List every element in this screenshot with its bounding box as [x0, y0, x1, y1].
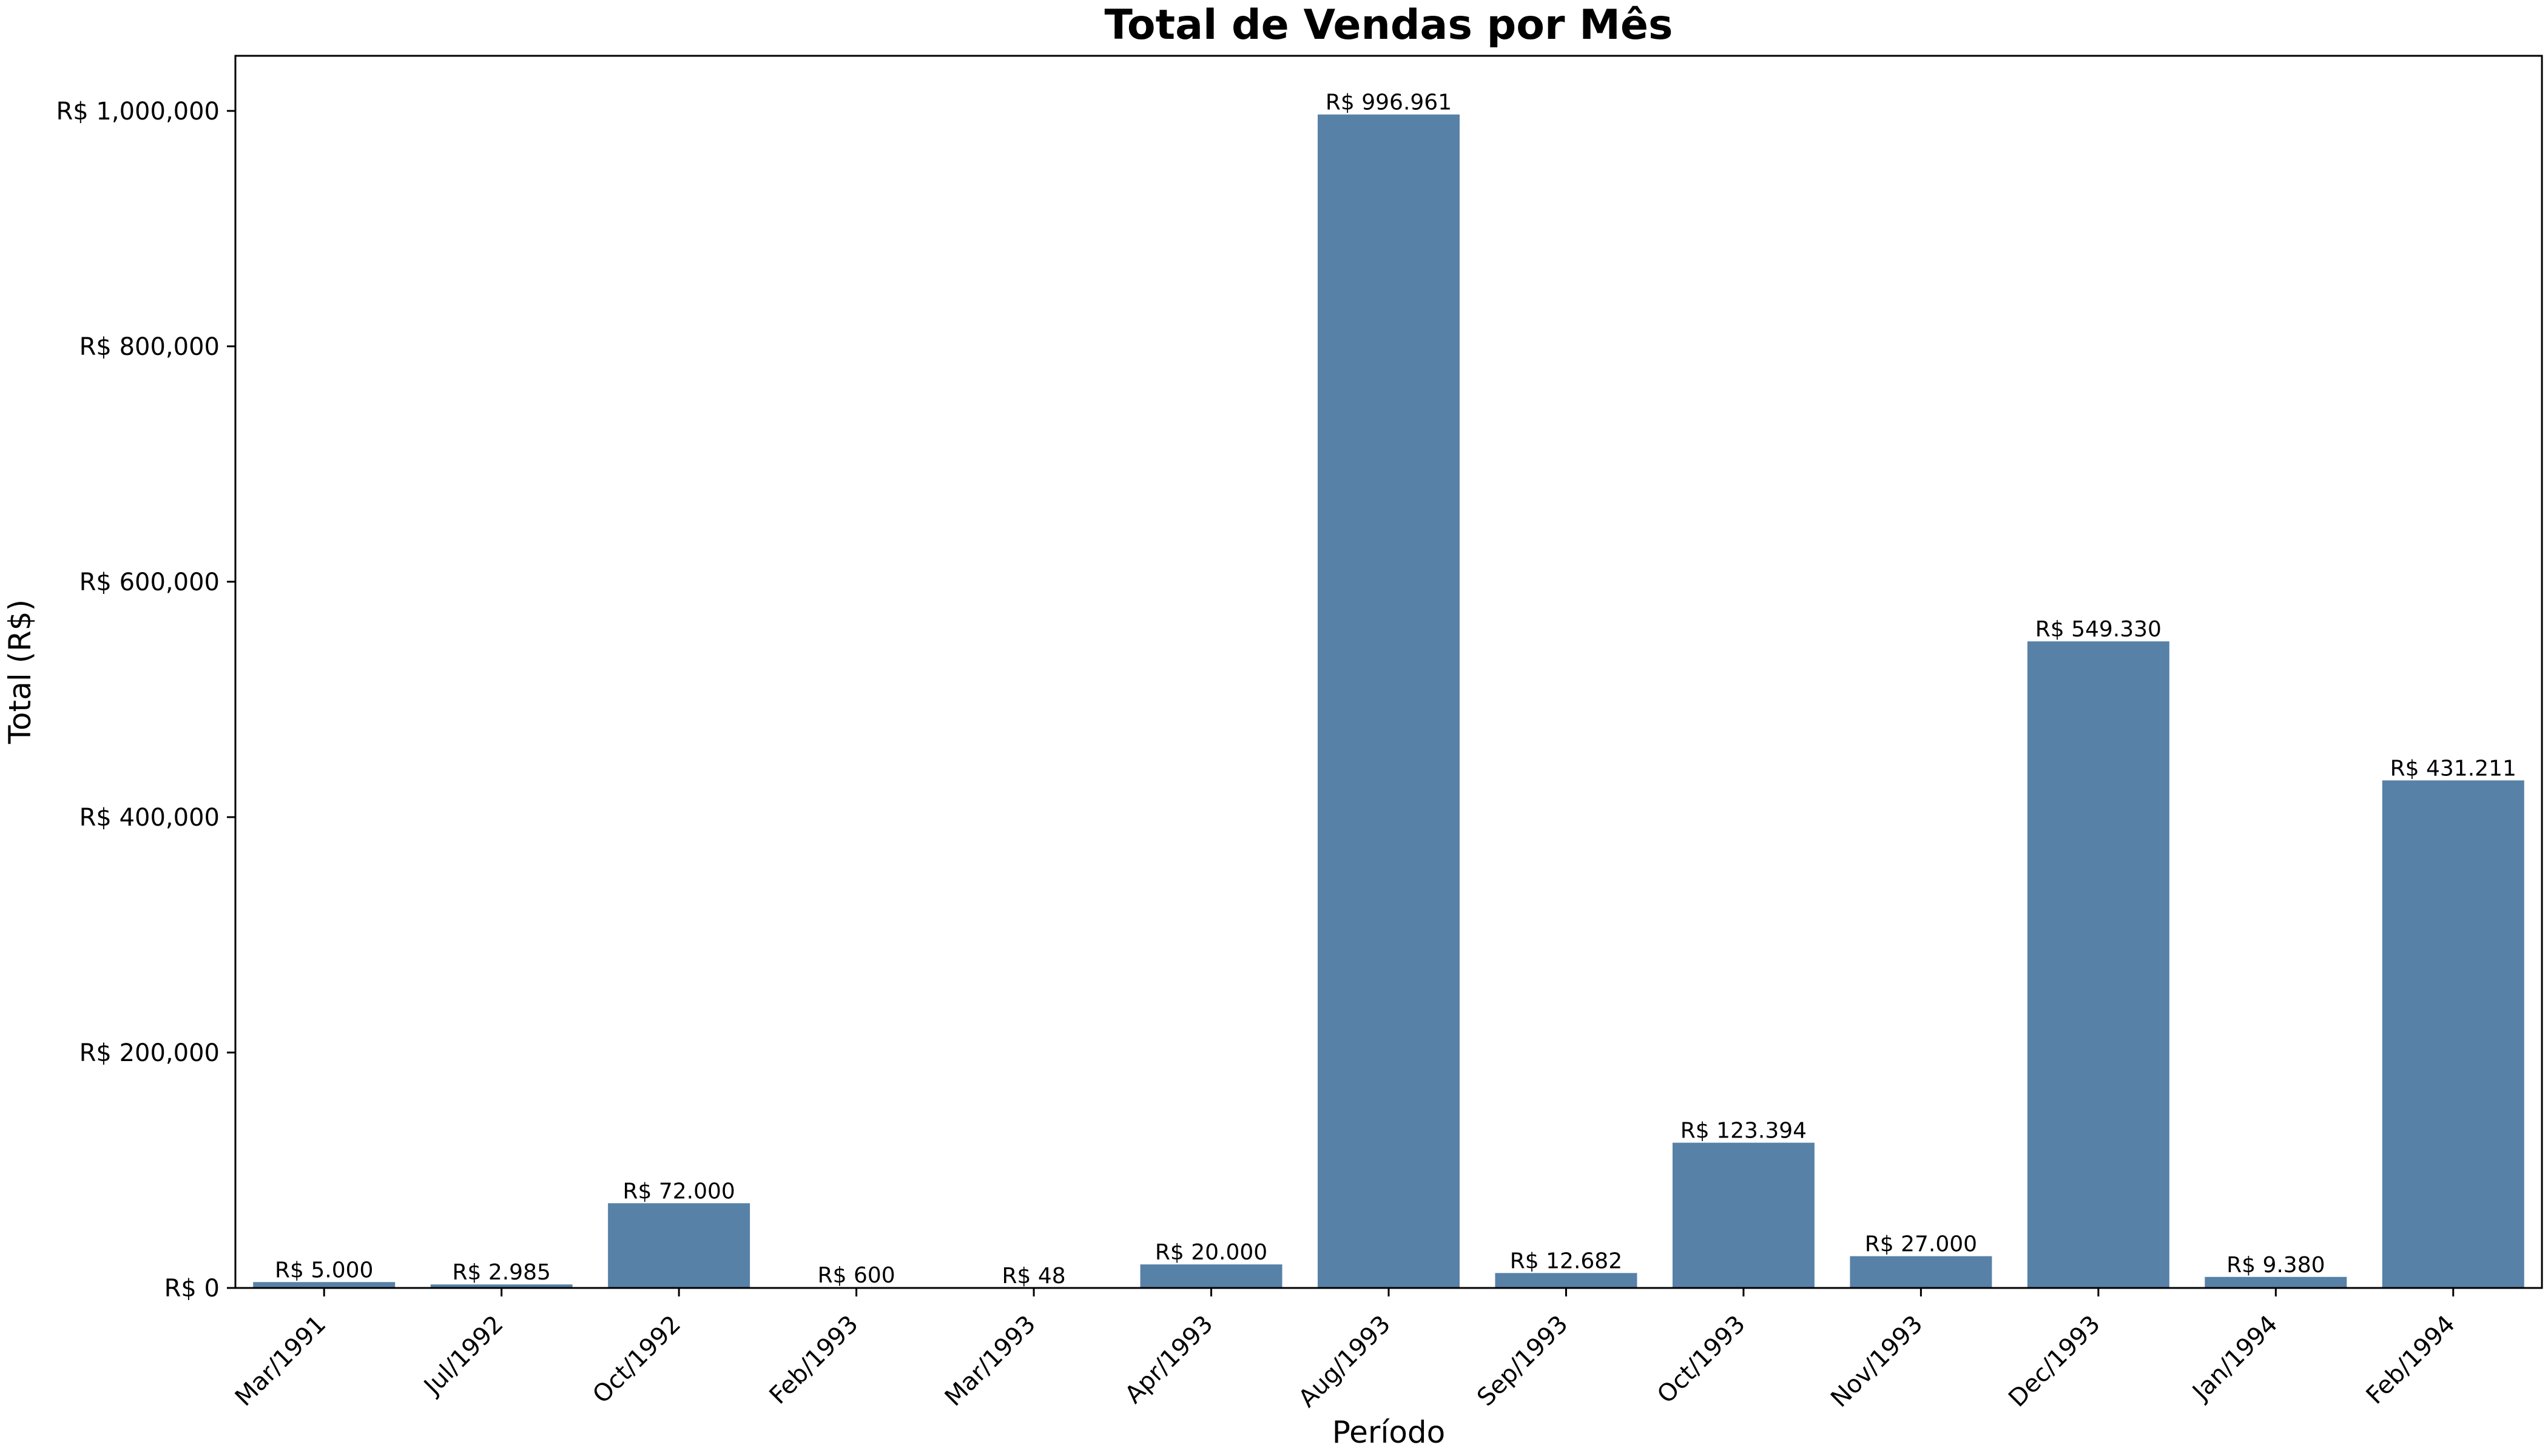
- data-label: R$ 72.000: [622, 1179, 735, 1204]
- data-label: R$ 600: [818, 1263, 895, 1288]
- bar-aug-1993: [1318, 114, 1460, 1289]
- x-tick-label: Feb/1994: [2361, 1310, 2461, 1410]
- data-label: R$ 20.000: [1155, 1240, 1267, 1265]
- bar-mar-1991: [253, 1282, 396, 1288]
- bar-jan-1994: [2205, 1276, 2347, 1288]
- data-label: R$ 27.000: [1865, 1232, 1977, 1257]
- bar-nov-1993: [1850, 1256, 1992, 1288]
- x-tick-label: Oct/1992: [587, 1310, 686, 1409]
- bar-oct-1993: [1672, 1142, 1815, 1288]
- x-tick-label: Aug/1993: [1293, 1310, 1396, 1413]
- data-label: R$ 2.985: [452, 1260, 550, 1285]
- y-tick-label: R$ 600,000: [79, 568, 220, 596]
- plot-frame: [234, 55, 2543, 1289]
- bar-oct-1992: [608, 1203, 750, 1288]
- bar-apr-1993: [1140, 1264, 1282, 1288]
- y-axis: R$ 0 R$ 200,000 R$ 400,000 R$ 600,000 R$ 800…: [56, 98, 235, 1303]
- data-label: R$ 48: [1002, 1264, 1065, 1289]
- x-tick-label: Mar/1991: [230, 1310, 331, 1412]
- x-axis: Mar/1991 Jul/1992 Oct/1992 Feb/1993 Mar/1993…: [230, 1288, 2461, 1413]
- bar-sep-1993: [1495, 1273, 1637, 1288]
- data-label: R$ 431.211: [2390, 756, 2516, 781]
- data-label: R$ 549.330: [2035, 617, 2162, 642]
- y-tick-label: R$ 800,000: [79, 333, 220, 361]
- data-label: R$ 12.682: [1510, 1249, 1622, 1273]
- x-tick-label: Mar/1993: [940, 1310, 1041, 1412]
- y-axis-label: Total (R$): [2, 599, 38, 744]
- x-tick-label: Jan/1994: [2186, 1310, 2283, 1407]
- data-label: R$ 996.961: [1326, 90, 1452, 115]
- y-tick-label: R$ 400,000: [79, 804, 220, 832]
- x-tick-label: Dec/1993: [2003, 1310, 2106, 1413]
- bars-group: [253, 114, 2524, 1289]
- bar-feb-1994: [2382, 780, 2524, 1288]
- x-tick-label: Oct/1993: [1652, 1310, 1751, 1409]
- data-label: R$ 5.000: [275, 1258, 373, 1282]
- data-label: R$ 9.380: [2226, 1253, 2325, 1278]
- x-tick-label: Nov/1993: [1825, 1310, 1928, 1413]
- data-label: R$ 123.394: [1680, 1119, 1807, 1144]
- y-tick-label: R$ 1,000,000: [56, 98, 220, 126]
- chart-title: Total de Vendas por Mês: [1105, 1, 1673, 49]
- y-tick-label: R$ 200,000: [79, 1039, 220, 1067]
- bar-dec-1993: [2027, 641, 2169, 1288]
- x-tick-label: Apr/1993: [1120, 1310, 1219, 1409]
- bar-jul-1992: [430, 1284, 573, 1288]
- data-labels-group: R$ 5.000 R$ 2.985 R$ 72.000 R$ 600 R$ 48 R$ 2…: [275, 90, 2516, 1289]
- y-tick-label: R$ 0: [164, 1275, 220, 1303]
- x-tick-label: Jul/1992: [417, 1310, 508, 1401]
- x-tick-label: Feb/1993: [764, 1310, 864, 1410]
- x-axis-label: Período: [1332, 1415, 1446, 1450]
- x-tick-label: Sep/1993: [1472, 1310, 1573, 1412]
